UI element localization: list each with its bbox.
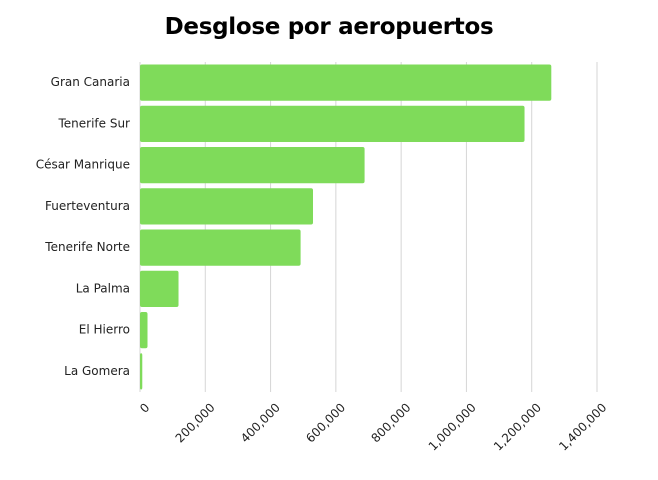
x-tick-label: 200,000: [173, 400, 218, 445]
x-tick-label: 0: [137, 400, 152, 415]
x-tick-label: 1,000,000: [426, 400, 479, 453]
category-label: Tenerife Sur: [57, 116, 130, 130]
bar[interactable]: [140, 229, 301, 266]
category-label: El Hierro: [79, 323, 130, 337]
bar[interactable]: [140, 270, 179, 308]
category-label: La Palma: [76, 281, 130, 295]
x-tick-label: 1,400,000: [556, 400, 609, 453]
bar[interactable]: [140, 146, 365, 184]
x-tick-labels: 0 200,000 400,000 600,000 800,000 1,000,000 1,…: [137, 400, 609, 453]
x-tick-label: 400,000: [238, 400, 283, 445]
bar[interactable]: [140, 64, 552, 101]
bar[interactable]: [140, 353, 143, 390]
chart-title: Desglose por aeropuertos: [164, 14, 494, 40]
category-labels: Gran Canaria Tenerife Sur César Manrique Fu…: [36, 75, 130, 378]
category-label: César Manrique: [36, 158, 130, 172]
bar[interactable]: [140, 188, 314, 225]
bars: [140, 64, 552, 390]
category-label: Tenerife Norte: [44, 240, 130, 254]
x-tick-label: 600,000: [303, 400, 348, 445]
x-tick-label: 1,200,000: [491, 400, 544, 453]
x-tick-label: 800,000: [368, 400, 413, 445]
category-label: Fuerteventura: [45, 199, 130, 213]
category-label: Gran Canaria: [51, 75, 130, 89]
bar[interactable]: [140, 311, 148, 349]
bar[interactable]: [140, 105, 525, 143]
category-label: La Gomera: [64, 364, 130, 378]
